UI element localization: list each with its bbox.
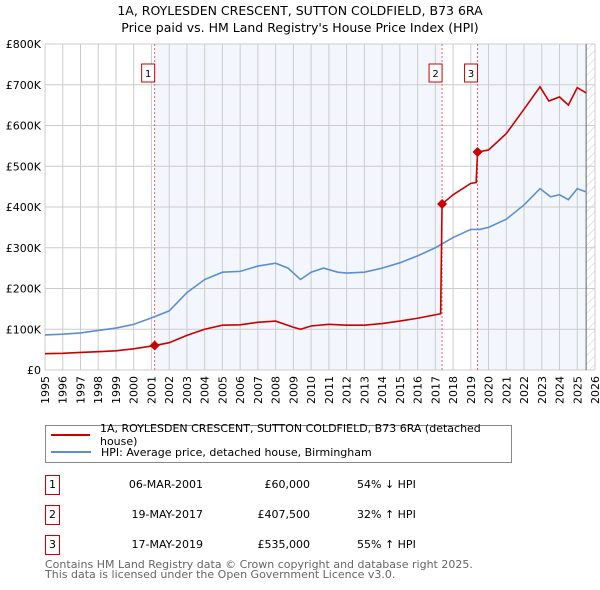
x-tick-label: 1999 (110, 376, 123, 404)
x-tick-label: 2023 (536, 376, 549, 404)
footer-copyright: Contains HM Land Registry data © Crown c… (45, 558, 473, 571)
legend-label: 1A, ROYLESDEN CRESCENT, SUTTON COLDFIELD… (99, 422, 481, 448)
x-tick-label: 2010 (305, 376, 318, 404)
x-tick-label: 2016 (412, 376, 425, 404)
y-tick-label: £100K (6, 323, 42, 336)
x-tick-label: 2025 (571, 376, 584, 404)
marker-badge: 1 (45, 475, 60, 495)
x-tick-label: 1998 (92, 376, 105, 404)
x-tick-label: 2009 (287, 376, 300, 404)
x-tick-label: 2024 (554, 376, 567, 404)
sale-point (472, 146, 483, 157)
x-tick-label: 2014 (376, 376, 389, 404)
legend-label: HPI: Average price, detached house, Birm… (101, 445, 372, 459)
x-tick-label: 1996 (57, 376, 70, 404)
x-tick-label: 2012 (341, 376, 354, 404)
chart-title: 1A, ROYLESDEN CRESCENT, SUTTON COLDFIELD… (117, 3, 483, 18)
x-tick-label: 1995 (39, 376, 52, 404)
sale-price: £60,000 (264, 478, 311, 491)
footer: Contains HM Land Registry data © Crown c… (45, 558, 473, 581)
x-tick-label: 2002 (163, 376, 176, 404)
price-chart: 1995 1996 1997 1998 1999 2000 2001 2002 2003 2004… (6, 38, 600, 404)
x-tick-label: 2003 (181, 376, 194, 404)
legend: 1A, ROYLESDEN CRESCENT, SUTTON COLDFIELD… (45, 422, 512, 463)
legend-item-property: 1A, ROYLESDEN CRESCENT, SUTTON COLDFIELD… (46, 422, 511, 448)
sale-point (149, 340, 160, 351)
x-tick-label: 2022 (518, 376, 531, 404)
sale-marker-label: 2 (432, 69, 438, 80)
x-tick-label: 2001 (145, 376, 158, 404)
x-tick-label: 2005 (216, 376, 229, 404)
x-tick-label: 2004 (199, 376, 212, 404)
legend-item-hpi: HPI: Average price, detached house, Birm… (46, 444, 372, 460)
sale-marker-box (464, 63, 479, 83)
x-tick-label: 2021 (500, 376, 513, 404)
sale-date: 06-MAR-2001 (128, 478, 203, 491)
sale-date: 19-MAY-2017 (131, 508, 203, 521)
legend-swatch-blue (51, 451, 91, 453)
x-tick-label: 1997 (74, 376, 87, 404)
y-tick-label: £800K (6, 38, 42, 51)
x-tick-label: 2000 (128, 376, 141, 404)
chart-subtitle: Price paid vs. HM Land Registry's House … (121, 20, 479, 35)
marker-badge: 3 (45, 535, 60, 555)
sale-marker-box (141, 63, 156, 83)
x-tick-label: 2019 (465, 376, 478, 404)
x-tick-label: 2013 (358, 376, 371, 404)
footer-licence: This data is licensed under the Open Gov… (45, 568, 396, 581)
sale-marker-label: 1 (145, 69, 151, 80)
x-tick-label: 2006 (234, 376, 247, 404)
x-tick-label: 2008 (270, 376, 283, 404)
y-tick-label: £0 (27, 364, 41, 377)
hpi-diff: 32% ↑ HPI (357, 508, 416, 521)
sale-price: £535,000 (257, 538, 311, 551)
x-tick-label: 2026 (589, 376, 600, 404)
sale-date: 17-MAY-2019 (131, 538, 203, 551)
hpi-diff: 54% ↓ HPI (357, 478, 416, 491)
y-tick-label: £700K (6, 79, 42, 92)
y-tick-label: £300K (6, 242, 42, 255)
sale-point (437, 198, 448, 209)
y-tick-label: £600K (6, 120, 42, 133)
marker-badge: 2 (45, 505, 60, 525)
x-tick-label: 2017 (429, 376, 442, 404)
hpi-diff: 55% ↑ HPI (357, 538, 416, 551)
series-line (44, 187, 587, 336)
x-tick-label: 2015 (394, 376, 407, 404)
y-tick-label: £200K (6, 283, 42, 296)
y-tick-label: £400K (6, 201, 42, 214)
y-tick-label: £500K (6, 160, 42, 173)
sale-price: £407,500 (257, 508, 311, 521)
x-tick-label: 2018 (447, 376, 460, 404)
x-tick-label: 2007 (252, 376, 265, 404)
sale-marker-box (428, 63, 443, 83)
legend-swatch-red (51, 434, 90, 436)
x-tick-label: 2020 (483, 376, 496, 404)
x-tick-label: 2011 (323, 376, 336, 404)
sale-marker-label: 3 (468, 69, 474, 80)
